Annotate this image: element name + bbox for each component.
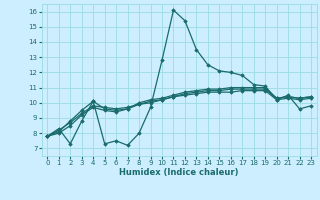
X-axis label: Humidex (Indice chaleur): Humidex (Indice chaleur) — [119, 168, 239, 177]
